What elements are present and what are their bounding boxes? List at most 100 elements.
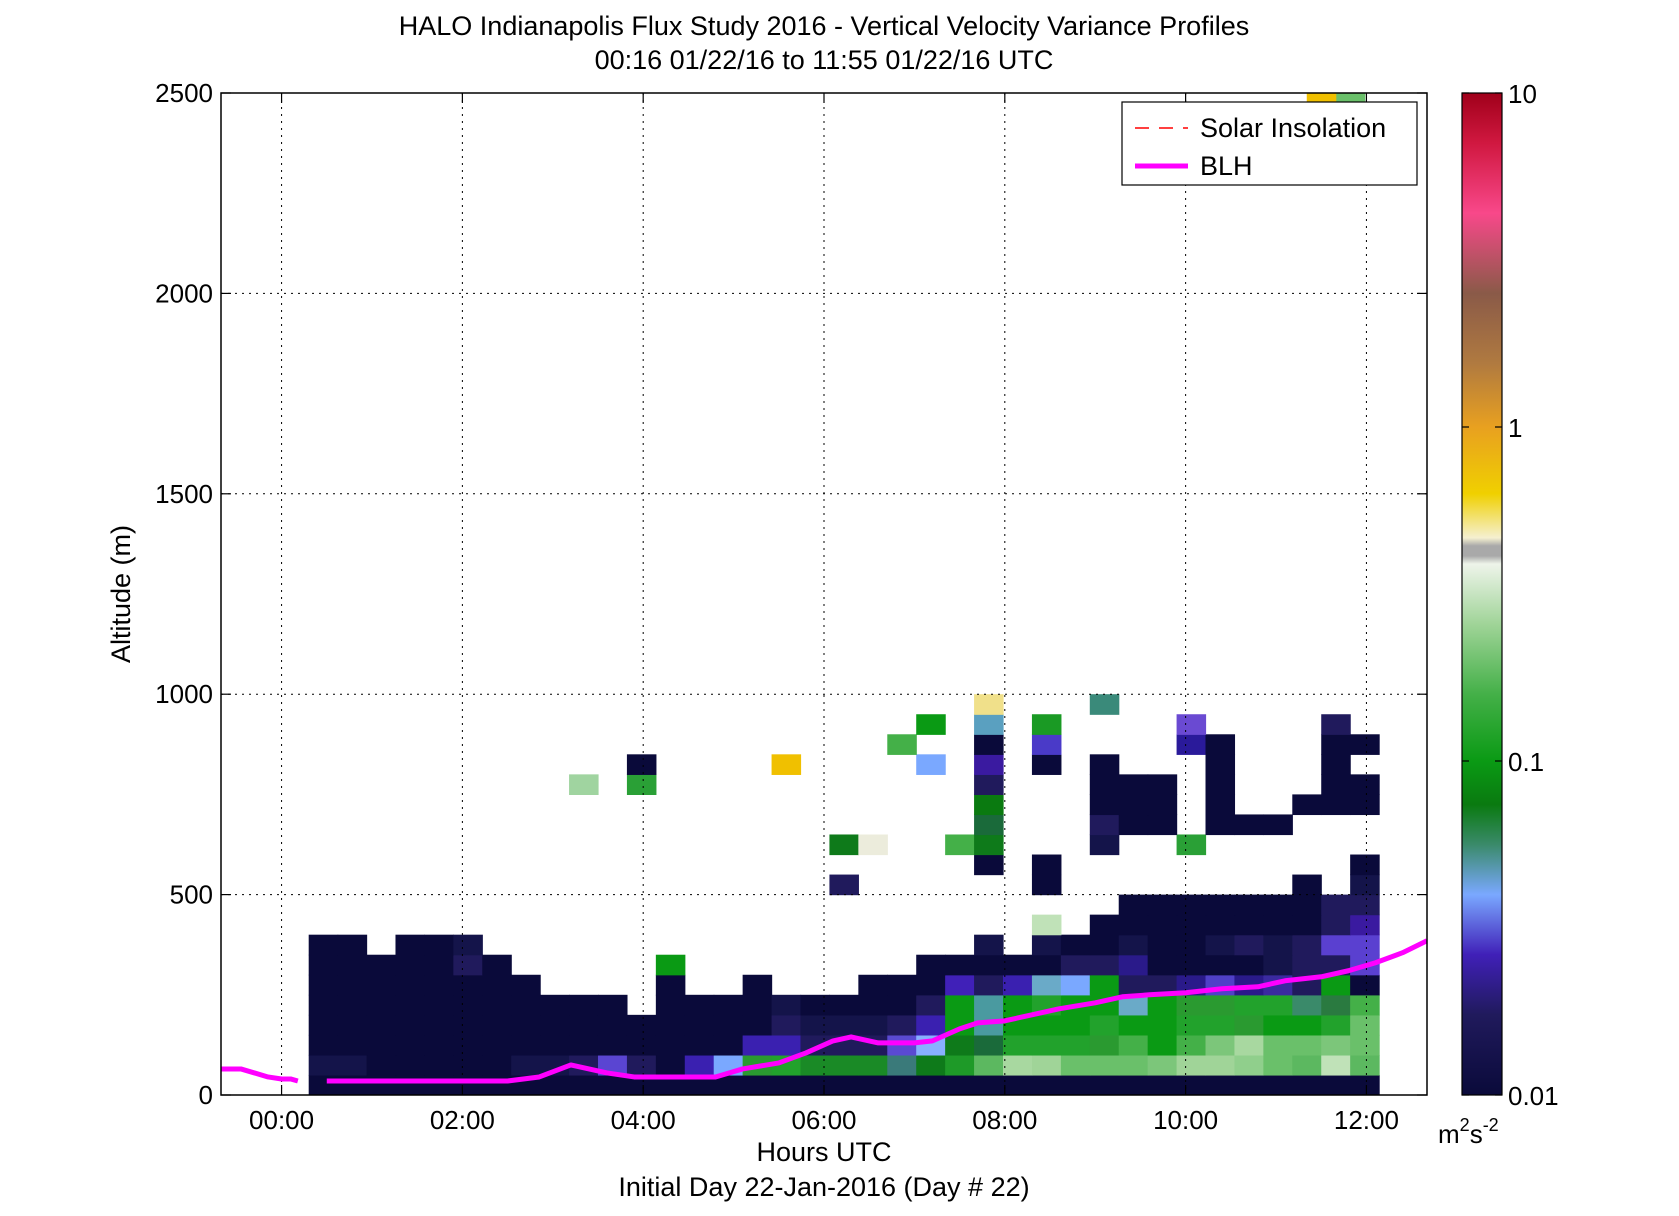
- heatmap-cell: [1234, 1014, 1264, 1036]
- heatmap-cell: [655, 1014, 686, 1036]
- chart-title: HALO Indianapolis Flux Study 2016 - Vert…: [399, 11, 1249, 41]
- heatmap-cell: [1031, 754, 1062, 775]
- heatmap-cell: [597, 994, 628, 1016]
- heatmap-cell: [1118, 914, 1149, 936]
- heatmap-cell: [337, 1014, 368, 1036]
- heatmap-cell: [1205, 1054, 1236, 1076]
- heatmap-cell: [858, 834, 888, 856]
- heatmap-cell: [453, 1014, 483, 1036]
- y-tick-label: 1000: [155, 679, 213, 709]
- heatmap-cell: [771, 1014, 802, 1036]
- heatmap-cell: [1234, 994, 1264, 1016]
- heatmap-cell: [1031, 854, 1062, 876]
- heatmap-cell: [1003, 1054, 1033, 1076]
- heatmap-cell: [308, 934, 339, 956]
- heatmap-cell: [453, 1054, 483, 1076]
- colorbar-tick-label: 1: [1508, 413, 1522, 443]
- heatmap-cell: [453, 974, 483, 996]
- heatmap-cell: [1205, 794, 1236, 816]
- heatmap-cell: [1321, 714, 1351, 735]
- heatmap-cell: [684, 994, 715, 1016]
- heatmap-cell: [482, 1074, 512, 1095]
- heatmap-cell: [1031, 1034, 1062, 1056]
- heatmap-cell: [1176, 914, 1207, 936]
- heatmap-cell: [655, 1054, 686, 1076]
- heatmap-cell: [1292, 874, 1322, 896]
- heatmap-cell: [308, 974, 339, 996]
- heatmap-cell: [1118, 774, 1149, 795]
- heatmap-cell: [1234, 894, 1264, 916]
- heatmap-cell: [858, 1054, 888, 1076]
- heatmap-cell: [1176, 714, 1207, 735]
- heatmap-cell: [1089, 1034, 1120, 1056]
- heatmap-cell: [1003, 994, 1033, 1016]
- heatmap-cell: [713, 1014, 744, 1036]
- heatmap-cell: [1321, 774, 1351, 795]
- heatmap-cell: [1234, 814, 1264, 836]
- heatmap-cell: [742, 1074, 773, 1095]
- heatmap-cell: [974, 1054, 1004, 1076]
- heatmap-cell: [742, 994, 773, 1016]
- heatmap-cell: [1147, 954, 1178, 976]
- x-ticks: 00:00 02:00 04:00 06:00 08:00 10:00 12:00: [249, 93, 1399, 1135]
- heatmap-cell: [945, 954, 975, 976]
- heatmap-cell: [482, 1014, 512, 1036]
- heatmap-cell: [1176, 934, 1207, 956]
- heatmap-cell: [1321, 1054, 1351, 1076]
- heatmap-cell: [1292, 1034, 1322, 1056]
- heatmap-cell: [1003, 1074, 1033, 1095]
- heatmap-cell: [337, 994, 368, 1016]
- heatmap-cell: [1321, 974, 1351, 996]
- heatmap-cell: [655, 1034, 686, 1056]
- heatmap-cell: [626, 1074, 657, 1095]
- heatmap-cell: [771, 754, 802, 775]
- heatmap-cell: [887, 1054, 917, 1076]
- heatmap-cell: [1118, 974, 1149, 996]
- heatmap-cell: [540, 1014, 570, 1036]
- heatmap-cell: [1031, 874, 1062, 896]
- heatmap-cell: [684, 1034, 715, 1056]
- heatmap-cell: [482, 994, 512, 1016]
- heatmap-cell: [1176, 1034, 1207, 1056]
- colorbar: 0.01 0.1 1 10 m2s-2: [1438, 79, 1559, 1149]
- heatmap-cell: [1060, 1014, 1091, 1036]
- heatmap-cell: [366, 1074, 397, 1095]
- heatmap-cell: [337, 954, 368, 976]
- heatmap-cell: [1118, 814, 1149, 836]
- blh-series-line: [221, 1066, 299, 1084]
- heatmap-cell: [1089, 834, 1120, 856]
- heatmap-cell: [1350, 1014, 1380, 1036]
- heatmap-cell: [1263, 914, 1293, 936]
- heatmap-cell: [655, 954, 686, 976]
- heatmap-cell: [858, 974, 888, 996]
- heatmap-cell: [1060, 974, 1091, 996]
- heatmap-cell: [482, 974, 512, 996]
- heatmap-cell: [337, 934, 368, 956]
- heatmap-cell: [1350, 974, 1380, 996]
- heatmap-cell: [511, 1054, 541, 1076]
- heatmap-cell: [337, 1034, 368, 1056]
- heatmap-cell: [395, 994, 426, 1016]
- heatmap-cell: [1060, 1034, 1091, 1056]
- heatmap-cell: [1205, 934, 1236, 956]
- heatmap-cell: [1350, 874, 1380, 896]
- heatmap-cell: [482, 1034, 512, 1056]
- heatmap-cell: [713, 994, 744, 1016]
- heatmap-cell: [540, 1074, 570, 1095]
- heatmap-cell: [713, 1034, 744, 1056]
- heatmap-cell: [1147, 814, 1178, 836]
- heatmap-cell: [1118, 994, 1149, 1016]
- heatmap-cell: [1003, 974, 1033, 996]
- heatmap-cell: [655, 994, 686, 1016]
- heatmap-cell: [308, 1014, 339, 1036]
- heatmap-cell: [974, 814, 1004, 836]
- x-tick-label: 06:00: [791, 1105, 856, 1135]
- heatmap-cell: [511, 1014, 541, 1036]
- heatmap-cell: [1263, 1034, 1293, 1056]
- x-tick-label: 08:00: [972, 1105, 1037, 1135]
- legend-box: [1121, 101, 1418, 186]
- heatmap-cell: [771, 994, 802, 1016]
- heatmap-cell: [800, 1074, 831, 1095]
- heatmap-cell: [1089, 694, 1120, 715]
- heatmap-cells: [308, 93, 1380, 1095]
